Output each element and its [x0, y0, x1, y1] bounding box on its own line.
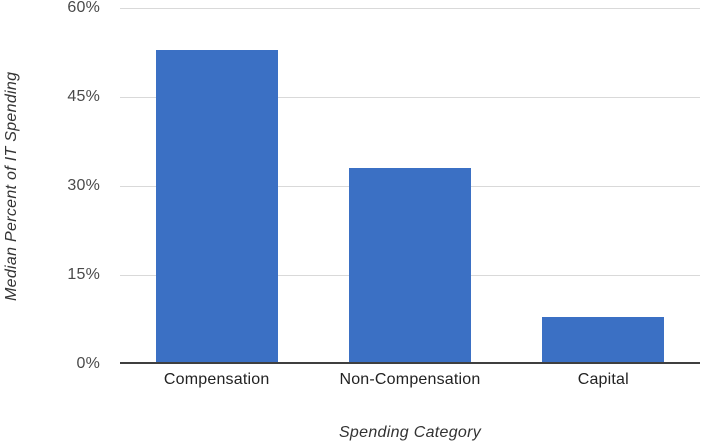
x-axis-category-labels: Compensation Non-Compensation Capital	[120, 371, 700, 389]
y-tick-label: 30%	[67, 177, 100, 194]
gridline	[120, 8, 700, 9]
bar-band	[120, 8, 313, 364]
y-tick-label: 0%	[76, 355, 100, 372]
x-category-label: Compensation	[163, 371, 270, 388]
bar-capital	[542, 316, 665, 364]
bars-container	[120, 8, 700, 364]
x-axis-baseline	[120, 362, 700, 364]
y-tick-label: 15%	[67, 266, 100, 283]
y-tick-label: 45%	[67, 88, 100, 105]
x-category-label: Capital	[577, 371, 629, 388]
x-category-label: Non-Compensation	[339, 371, 481, 388]
gridline	[120, 97, 700, 98]
bar-non-compensation	[349, 168, 471, 364]
bar-band	[507, 8, 700, 364]
bar-band	[313, 8, 506, 364]
x-axis-title: Spending Category	[338, 424, 482, 441]
y-tick-label: 60%	[67, 0, 100, 16]
plot-area	[120, 8, 700, 364]
bar-compensation	[155, 49, 278, 364]
y-axis-tick-labels: 0% 15% 30% 45% 60%	[0, 0, 100, 372]
